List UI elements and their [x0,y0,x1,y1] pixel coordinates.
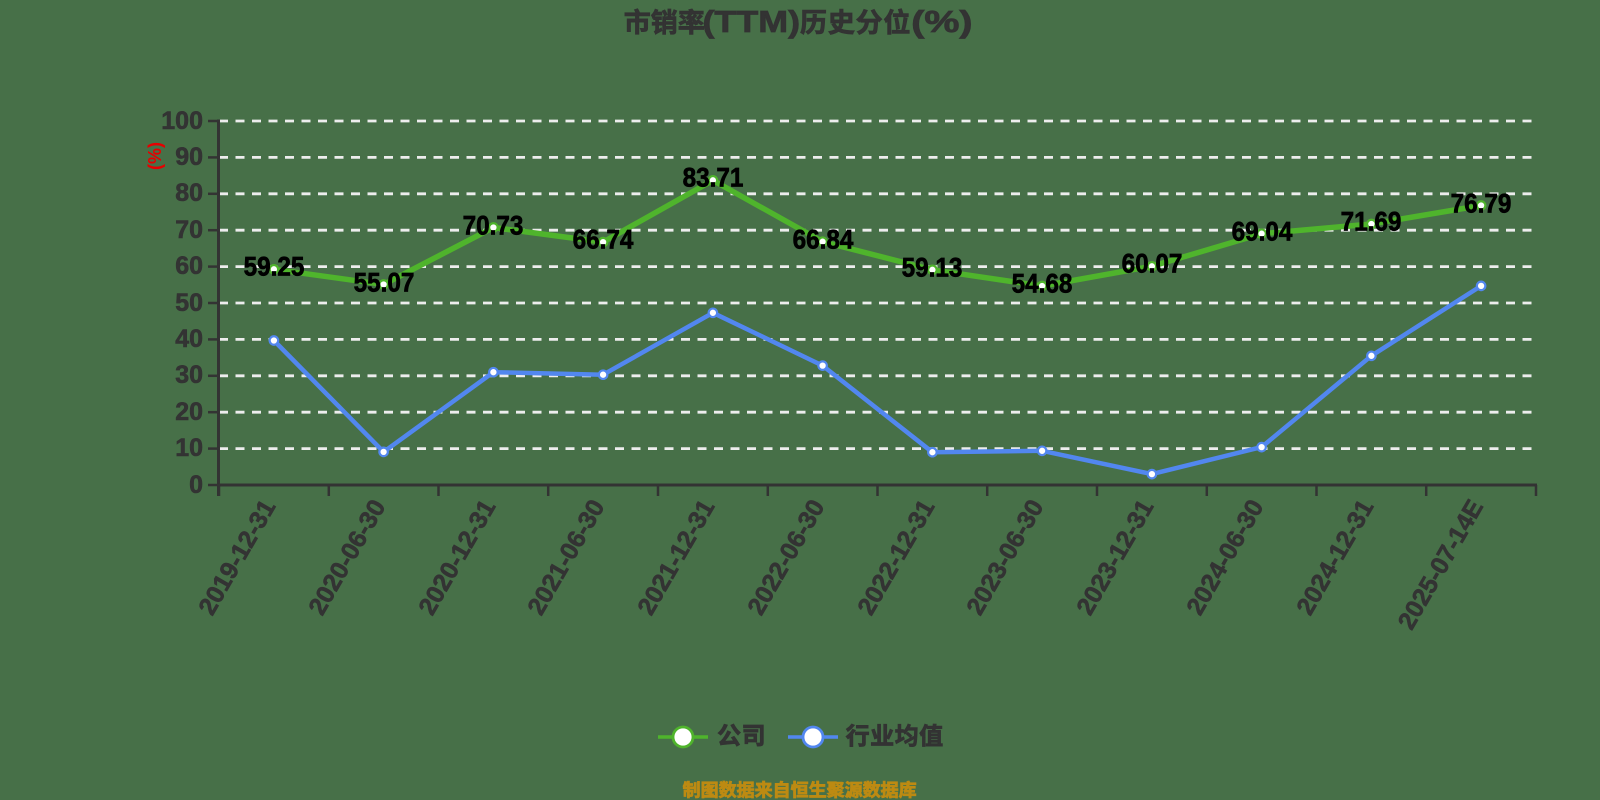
svg-text:(%): (%) [911,4,972,39]
svg-text:(TTM): (TTM) [703,4,801,39]
